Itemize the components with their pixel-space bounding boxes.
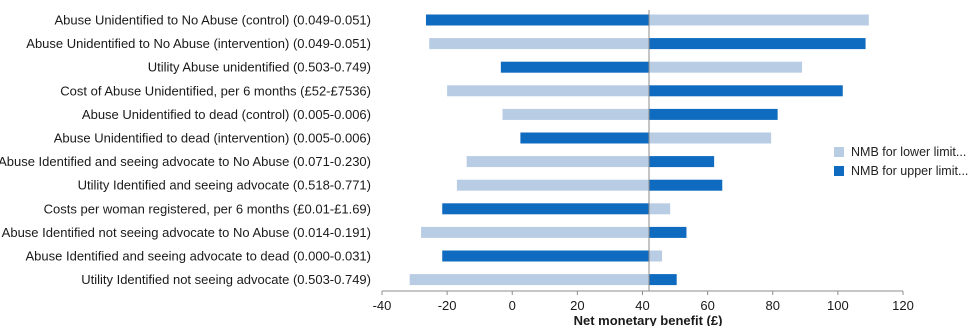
x-tick-label-20: 20: [570, 298, 584, 313]
bars-layer: [409, 14, 869, 286]
bar-lower-3: [649, 61, 803, 73]
x-axis: -40 -20 0 20 40 60 80 100 120: [373, 10, 914, 313]
bar-upper-6: [520, 132, 650, 144]
bar-lower-6: [649, 132, 772, 144]
bar-lower-11: [649, 250, 663, 262]
category-label-10: Abuse Identified not seeing advocate to …: [2, 225, 371, 240]
x-tick-label-60: 60: [700, 298, 714, 313]
x-tick-label--40: -40: [373, 298, 392, 313]
bar-lower-1: [649, 14, 869, 26]
bar-upper-7: [649, 156, 715, 168]
category-label-9: Costs per woman registered, per 6 months…: [44, 201, 371, 216]
bar-upper-4: [649, 85, 843, 97]
bar-lower-12: [409, 274, 650, 286]
legend-swatch-upper: [834, 165, 844, 176]
bar-lower-5: [502, 108, 650, 120]
bar-upper-9: [442, 203, 650, 215]
bar-lower-4: [447, 85, 650, 97]
x-tick-label-80: 80: [766, 298, 780, 313]
x-axis-title: Net monetary benefit (£): [574, 313, 723, 326]
legend-label-lower: NMB for lower limit...: [851, 144, 967, 159]
bar-lower-8: [456, 179, 650, 191]
x-tick-label-120: 120: [892, 298, 914, 313]
category-label-11: Abuse Identified and seeing advocate to …: [26, 249, 371, 264]
bar-upper-3: [500, 61, 650, 73]
bar-lower-2: [429, 38, 650, 50]
category-label-2: Abuse Unidentified to No Abuse (interven…: [26, 36, 371, 51]
bar-upper-1: [425, 14, 650, 26]
legend-swatch-lower: [834, 146, 844, 157]
x-tick-label-100: 100: [827, 298, 849, 313]
category-label-5: Abuse Unidentified to dead (control) (0.…: [82, 107, 371, 122]
bar-upper-11: [442, 250, 650, 262]
category-label-3: Utility Abuse unidentified (0.503-0.749): [148, 60, 371, 75]
x-tick-label--20: -20: [438, 298, 457, 313]
category-label-1: Abuse Unidentified to No Abuse (control)…: [54, 13, 371, 28]
x-tick-label-40: 40: [635, 298, 649, 313]
legend: NMB for lower limit... NMB for upper lim…: [834, 142, 968, 180]
bar-lower-7: [466, 156, 650, 168]
bar-upper-2: [649, 38, 866, 50]
legend-label-upper: NMB for upper limit...: [851, 163, 969, 178]
bar-lower-10: [421, 226, 650, 238]
category-label-8: Utility Identified and seeing advocate (…: [78, 178, 371, 193]
category-label-7: Abuse Identified and seeing advocate to …: [0, 154, 371, 169]
bar-upper-10: [649, 226, 687, 238]
x-tick-label-0: 0: [509, 298, 516, 313]
category-labels: Abuse Unidentified to No Abuse (control)…: [0, 13, 371, 288]
category-label-12: Utility Identified not seeing advocate (…: [81, 272, 371, 287]
legend-item-lower: NMB for lower limit...: [834, 142, 968, 161]
category-label-6: Abuse Unidentified to dead (intervention…: [54, 131, 371, 146]
category-label-4: Cost of Abuse Unidentified, per 6 months…: [60, 83, 371, 98]
legend-item-upper: NMB for upper limit...: [834, 161, 968, 180]
bar-upper-5: [649, 108, 778, 120]
bar-lower-9: [649, 203, 671, 215]
bar-upper-12: [649, 274, 677, 286]
bar-upper-8: [649, 179, 723, 191]
